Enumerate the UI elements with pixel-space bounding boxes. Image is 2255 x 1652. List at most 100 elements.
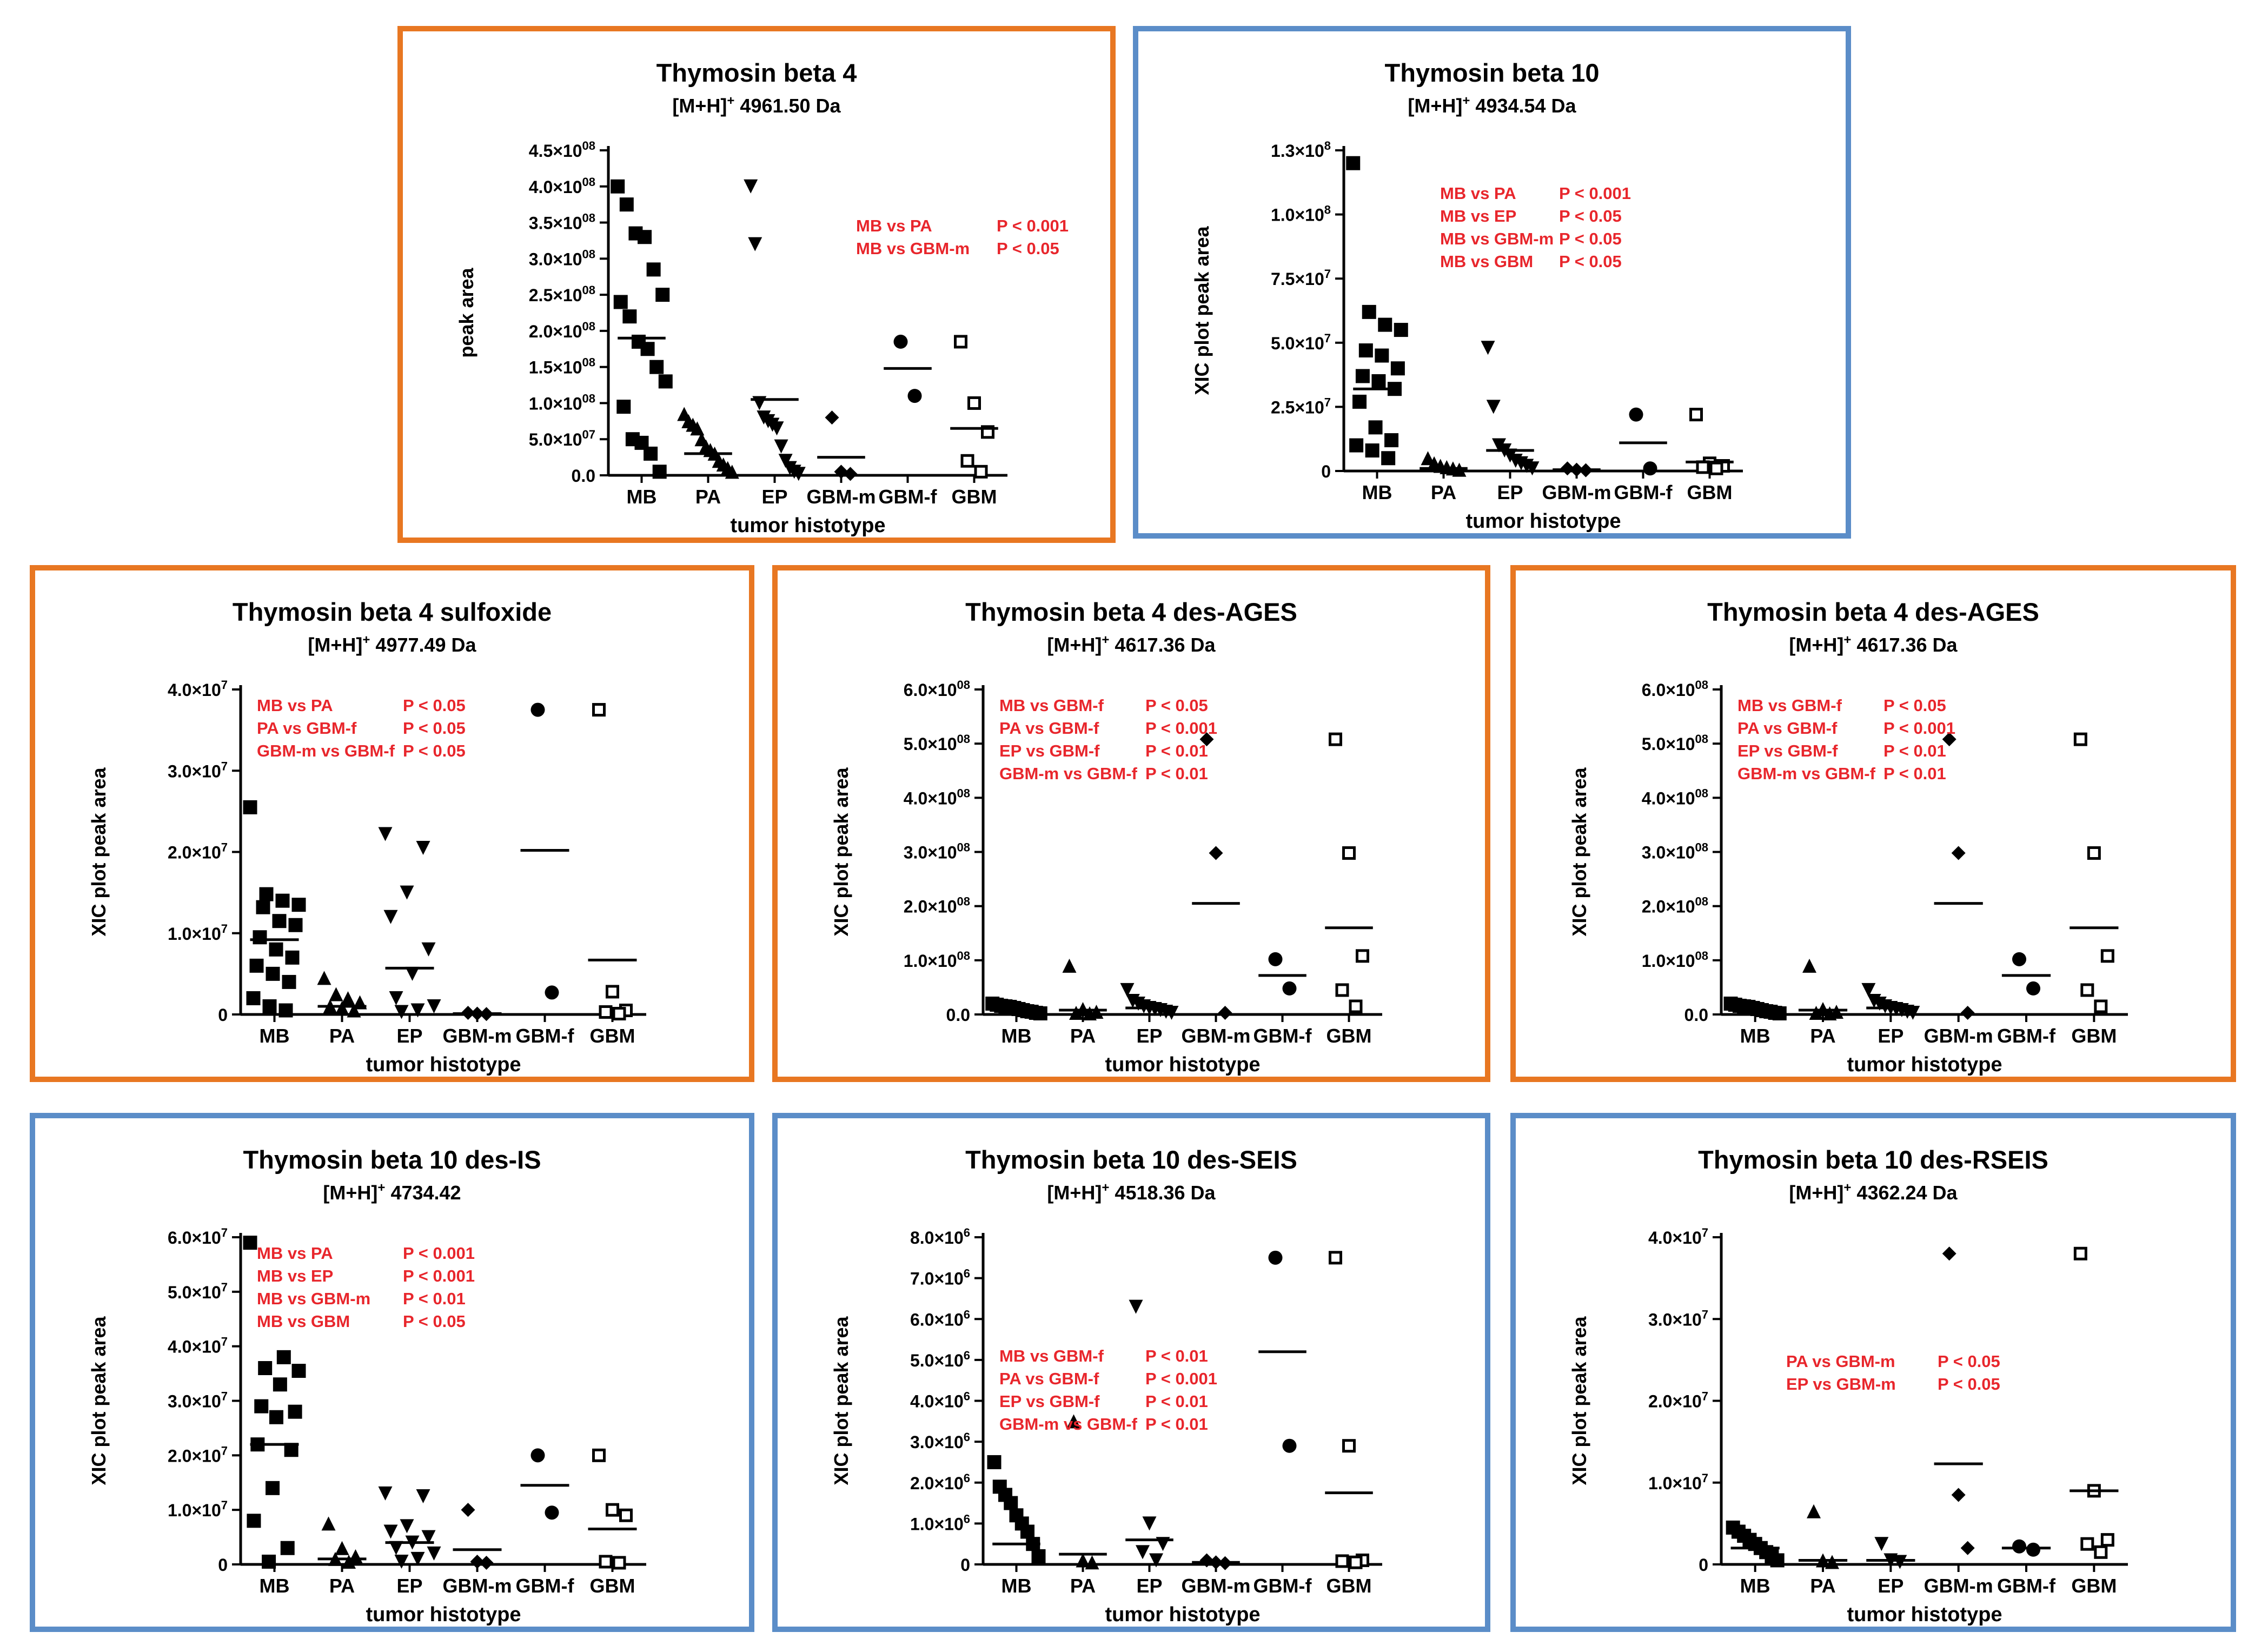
x-tick-label: GBM: [952, 486, 997, 508]
y-tick-label: 2.0×1008: [1642, 895, 1708, 917]
y-tick-label: 5.0×1007: [529, 428, 595, 449]
stat-pair: PA vs GBM-f: [257, 719, 357, 738]
x-tick-label: GBM: [1327, 1025, 1372, 1047]
stat-p: P < 0.05: [1938, 1352, 2000, 1371]
stat-pair: MB vs EP: [257, 1266, 333, 1285]
data-point: [285, 950, 300, 965]
data-point: [1942, 732, 1956, 747]
x-tick-label: GBM-f: [1253, 1575, 1312, 1597]
chart-title: Thymosin beta 10 des-RSEIS: [1698, 1145, 2048, 1174]
chart-svg: Thymosin beta 4 des-AGES [M+H]+ 4617.36 D…: [1510, 565, 2236, 1082]
stat-p: P < 0.01: [1883, 764, 1946, 783]
data-point: [1031, 1549, 1046, 1563]
y-tick-label: 0.0: [572, 466, 595, 486]
x-tick-label: GBM: [1327, 1575, 1372, 1597]
y-tick-label: 4.5×1008: [529, 139, 595, 161]
data-point: [2080, 1537, 2094, 1551]
chart-panel-tb4: Thymosin beta 4 [M+H]+ 4961.50 Da 0.0 5.0×1…: [397, 26, 1116, 543]
mass-label: [M+H]+ 4362.24 Da: [1789, 1180, 1958, 1204]
y-tick-label: 4.0×107: [168, 678, 228, 700]
y-tick-label: 5.0×107: [168, 1281, 228, 1302]
y-tick-label: 0.0: [1684, 1005, 1708, 1025]
y-axis-label: XIC plot peak area: [830, 1316, 852, 1485]
data-point: [2087, 846, 2101, 860]
data-point: [1421, 451, 1435, 466]
data-point: [2073, 1246, 2087, 1260]
x-axis-label: tumor histotype: [366, 1053, 521, 1076]
data-point: [622, 309, 637, 324]
series-EP: [1125, 1299, 1173, 1568]
data-point: [1358, 343, 1373, 358]
y-tick-label: 3.0×1008: [1642, 841, 1708, 863]
data-point: [288, 918, 303, 932]
stat-pair: MB vs GBM: [1440, 252, 1533, 271]
stat-pair: MB vs PA: [856, 216, 932, 235]
x-tick-label: GBM-m: [1542, 481, 1611, 503]
x-tick-label: EP: [1497, 481, 1523, 503]
data-point: [262, 999, 277, 1013]
series-GBM: [588, 703, 637, 1020]
mass-label: [M+H]+ 4961.50 Da: [672, 94, 841, 117]
x-tick-label: GBM-f: [1997, 1025, 2056, 1047]
stat-pair: PA vs GBM-f: [999, 719, 1099, 738]
data-point: [416, 1489, 430, 1503]
chart-panel-tb4-sulfoxide: Thymosin beta 4 sulfoxide [M+H]+ 4977.49 …: [30, 565, 754, 1082]
x-tick-label: GBM-m: [443, 1025, 512, 1047]
y-tick-label: 1.0×107: [1648, 1471, 1708, 1493]
mass-label: [M+H]+ 4977.49 Da: [308, 633, 476, 656]
data-point: [341, 991, 355, 1005]
x-tick-label: GBM-f: [516, 1575, 575, 1597]
data-point: [269, 942, 283, 957]
y-tick-label: 7.5×107: [1271, 267, 1331, 289]
x-tick-label: GBM: [1687, 481, 1733, 503]
data-point: [1371, 374, 1386, 388]
x-tick-label: PA: [329, 1025, 355, 1047]
data-point: [288, 1404, 302, 1419]
data-point: [1083, 1006, 1097, 1020]
data-point: [1822, 1006, 1837, 1020]
stat-p: P < 0.01: [1145, 764, 1208, 783]
data-point: [1381, 451, 1396, 466]
data-point: [1342, 1439, 1356, 1453]
series-GBM: [588, 1448, 637, 1570]
data-point: [612, 1556, 626, 1570]
data-point: [276, 1350, 291, 1364]
stat-p: P < 0.05: [403, 719, 466, 738]
stat-p: P < 0.001: [1883, 719, 1955, 738]
stat-p: P < 0.001: [1145, 1369, 1217, 1388]
data-point: [291, 1364, 306, 1378]
stat-pair: MB vs PA: [257, 696, 333, 715]
y-tick-label: 1.0×106: [910, 1512, 970, 1534]
series-MB: [243, 1236, 306, 1569]
series-MB: [611, 179, 673, 479]
series-EP: [1866, 1537, 1915, 1569]
y-tick-label: 3.0×1008: [529, 247, 595, 269]
stat-p: P < 0.001: [1559, 184, 1631, 203]
data-point: [329, 987, 343, 1001]
data-point: [1689, 408, 1703, 422]
mass-label: [M+H]+ 4518.36 Da: [1047, 1180, 1216, 1204]
chart-panel-tb4-des-ages-1: Thymosin beta 4 des-AGES [M+H]+ 4617.36 D…: [772, 565, 1490, 1082]
data-point: [960, 454, 974, 468]
x-tick-label: GBM-f: [1614, 481, 1673, 503]
data-point: [280, 1541, 295, 1555]
series-PA: [677, 407, 739, 479]
stat-pair: MB vs GBM-m: [1440, 229, 1554, 248]
x-tick-label: PA: [329, 1575, 355, 1597]
data-point: [416, 840, 430, 855]
data-point: [843, 467, 858, 481]
data-point: [690, 421, 705, 436]
chart-panel-tb10-des-seis: Thymosin beta 10 des-SEIS [M+H]+ 4518.36 …: [772, 1113, 1490, 1632]
y-tick-label: 0.0: [946, 1005, 970, 1025]
data-point: [954, 335, 967, 349]
stat-p: P < 0.05: [1559, 207, 1622, 225]
data-point: [278, 1003, 293, 1018]
x-tick-label: GBM-m: [1182, 1025, 1251, 1047]
data-point: [774, 439, 788, 454]
data-point: [347, 1003, 361, 1018]
data-point: [378, 827, 393, 841]
y-tick-label: 1.0×108: [1271, 203, 1331, 225]
data-point: [770, 421, 784, 436]
y-tick-label: 5.0×107: [1271, 331, 1331, 353]
data-point: [974, 465, 988, 479]
